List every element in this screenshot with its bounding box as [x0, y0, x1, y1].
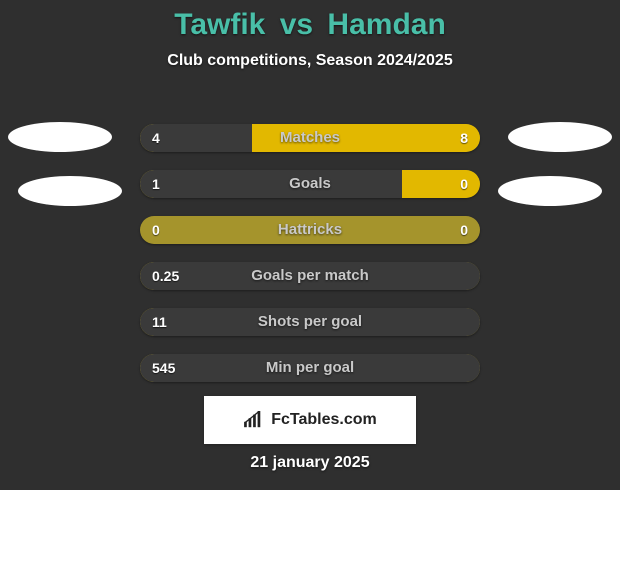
- stat-left-value: 11: [140, 308, 179, 336]
- player2-badge-2: [498, 176, 602, 206]
- player1-badge-1: [8, 122, 112, 152]
- vs-text: vs: [280, 8, 313, 41]
- stat-left-value: 0.25: [140, 262, 191, 290]
- source-logo: FcTables.com: [204, 396, 416, 444]
- stat-right-value: 8: [448, 124, 480, 152]
- stat-left-fill: [140, 308, 480, 336]
- stat-row: 545Min per goal: [140, 354, 480, 382]
- stat-right-value: 0: [448, 216, 480, 244]
- stat-left-value: 0: [140, 216, 172, 244]
- stat-row: 10Goals: [140, 170, 480, 198]
- stat-rows: 48Matches10Goals00Hattricks0.25Goals per…: [140, 124, 480, 400]
- stat-row: 0.25Goals per match: [140, 262, 480, 290]
- stat-left-fill: [140, 170, 402, 198]
- comparison-panel: Tawfik vs Hamdan Club competitions, Seas…: [0, 0, 620, 490]
- stat-row: 11Shots per goal: [140, 308, 480, 336]
- stat-right-value: 0: [448, 170, 480, 198]
- subtitle: Club competitions, Season 2024/2025: [0, 52, 620, 70]
- logo-text: FcTables.com: [271, 411, 377, 429]
- snapshot-date: 21 january 2025: [0, 454, 620, 472]
- player2-name: Hamdan: [327, 8, 445, 41]
- page-title: Tawfik vs Hamdan: [0, 0, 620, 42]
- stat-left-value: 1: [140, 170, 172, 198]
- player2-badge-1: [508, 122, 612, 152]
- stat-row: 48Matches: [140, 124, 480, 152]
- stat-left-fill: [140, 354, 480, 382]
- stat-right-fill: [252, 124, 480, 152]
- stat-row: 0 0Hattricks: [140, 216, 480, 244]
- stat-label: Hattricks: [140, 216, 480, 244]
- player1-badge-2: [18, 176, 122, 206]
- stat-left-value: 4: [140, 124, 172, 152]
- player1-name: Tawfik: [174, 8, 265, 41]
- chart-icon: [243, 411, 265, 429]
- stat-left-value: 545: [140, 354, 187, 382]
